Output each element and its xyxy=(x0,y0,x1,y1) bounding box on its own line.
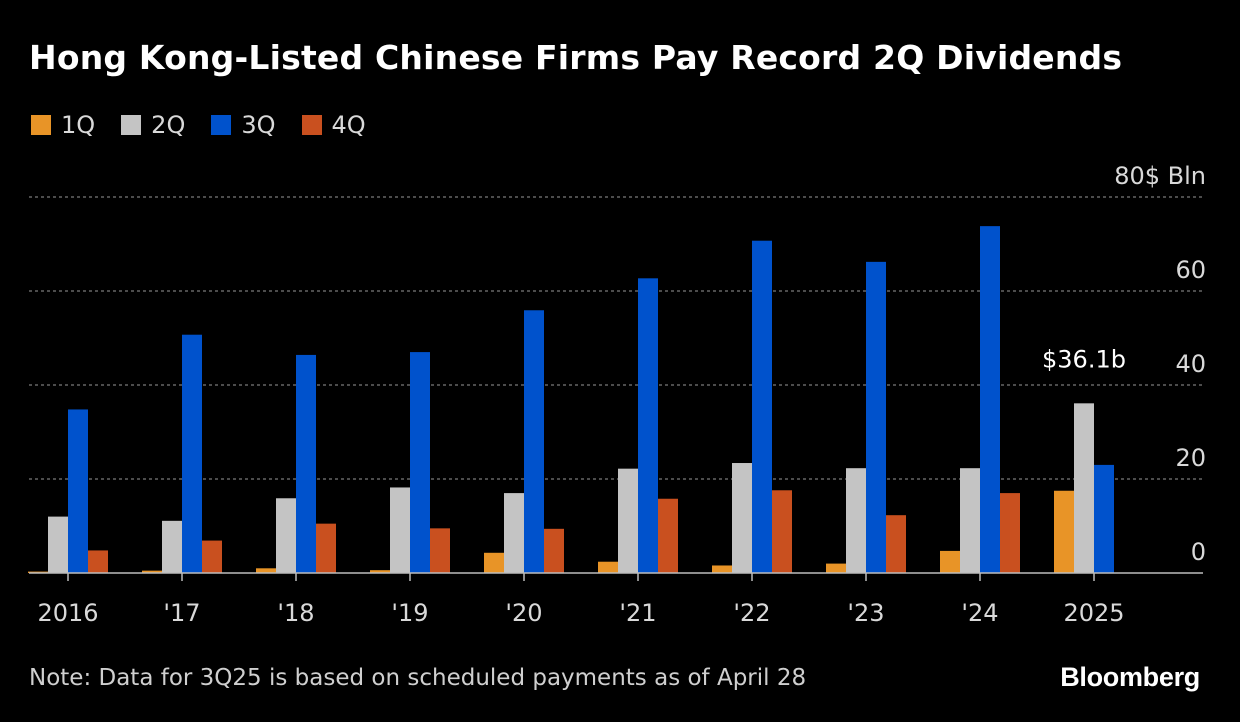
footnote: Note: Data for 3Q25 is based on schedule… xyxy=(29,665,807,691)
bar-1q-1 xyxy=(142,570,162,573)
legend-item-4q: 4Q xyxy=(301,111,366,139)
x-tick-label-9: 2025 xyxy=(1063,599,1124,627)
bar-4q-7 xyxy=(886,515,906,573)
x-tick-label-8: '24 xyxy=(961,599,998,627)
legend-swatch-1q xyxy=(31,115,51,135)
bar-2q-3 xyxy=(390,487,410,573)
bar-4q-8 xyxy=(1000,493,1020,573)
y-tick-label-60: 60 xyxy=(1175,256,1206,284)
bar-2q-8 xyxy=(960,468,980,573)
bar-3q-0 xyxy=(68,409,88,573)
bar-2q-5 xyxy=(618,468,638,573)
bar-4q-0 xyxy=(88,550,108,573)
legend-swatch-4q xyxy=(301,115,322,135)
data-label-0: $36.1b xyxy=(1042,345,1126,373)
x-tick-label-6: '22 xyxy=(733,599,770,627)
bar-3q-6 xyxy=(752,240,772,573)
bar-3q-9 xyxy=(1094,464,1114,573)
bar-3q-2 xyxy=(296,354,316,573)
bar-2q-6 xyxy=(732,463,752,573)
bar-3q-4 xyxy=(524,310,544,573)
y-tick-label-0: 0 xyxy=(1191,538,1206,566)
bar-1q-2 xyxy=(256,568,276,573)
legend: 1Q 2Q 3Q 4Q xyxy=(31,110,392,140)
bar-2q-4 xyxy=(504,493,524,573)
bar-1q-5 xyxy=(598,561,618,573)
legend-item-2q: 2Q xyxy=(121,111,185,139)
bar-1q-3 xyxy=(370,570,390,573)
bar-3q-5 xyxy=(638,278,658,573)
chart-title: Hong Kong-Listed Chinese Firms Pay Recor… xyxy=(29,38,1123,77)
bloomberg-logo: Bloomberg xyxy=(1060,662,1200,692)
bar-1q-9 xyxy=(1054,490,1074,573)
bar-2q-0 xyxy=(48,516,68,573)
legend-item-1q: 1Q xyxy=(31,111,95,139)
bar-4q-6 xyxy=(772,490,792,573)
bar-1q-8 xyxy=(940,550,960,573)
bar-4q-2 xyxy=(316,523,336,573)
x-tick-label-1: '17 xyxy=(163,599,200,627)
bar-4q-5 xyxy=(658,498,678,573)
y-tick-label-80: 80$ Bln xyxy=(1114,162,1206,190)
bar-2q-1 xyxy=(162,520,182,573)
legend-item-3q: 3Q xyxy=(211,111,276,139)
legend-swatch-3q xyxy=(211,115,232,135)
bar-1q-7 xyxy=(826,563,846,573)
x-tick-label-3: '19 xyxy=(391,599,428,627)
bar-3q-7 xyxy=(866,261,886,573)
x-tick-label-5: '21 xyxy=(619,599,656,627)
bar-1q-4 xyxy=(484,552,504,573)
x-tick-label-4: '20 xyxy=(505,599,542,627)
legend-label-3q: 3Q xyxy=(241,111,276,139)
bar-4q-1 xyxy=(202,540,222,573)
y-tick-label-40: 40 xyxy=(1175,350,1206,378)
bar-3q-1 xyxy=(182,334,202,573)
x-tick-label-7: '23 xyxy=(847,599,884,627)
legend-label-2q: 2Q xyxy=(151,111,186,139)
x-tick-label-2: '18 xyxy=(277,599,314,627)
bar-3q-3 xyxy=(410,352,430,573)
bar-2q-2 xyxy=(276,498,296,573)
bar-1q-6 xyxy=(712,565,732,573)
bar-4q-4 xyxy=(544,528,564,573)
bar-2q-9 xyxy=(1074,403,1094,573)
legend-swatch-2q xyxy=(121,115,142,135)
legend-label-4q: 4Q xyxy=(331,111,366,139)
bar-2q-7 xyxy=(846,468,866,573)
x-tick-label-0: 2016 xyxy=(37,599,98,627)
bar-4q-3 xyxy=(430,528,450,573)
legend-label-1q: 1Q xyxy=(61,111,96,139)
y-tick-label-20: 20 xyxy=(1175,444,1206,472)
bar-3q-8 xyxy=(980,226,1000,573)
